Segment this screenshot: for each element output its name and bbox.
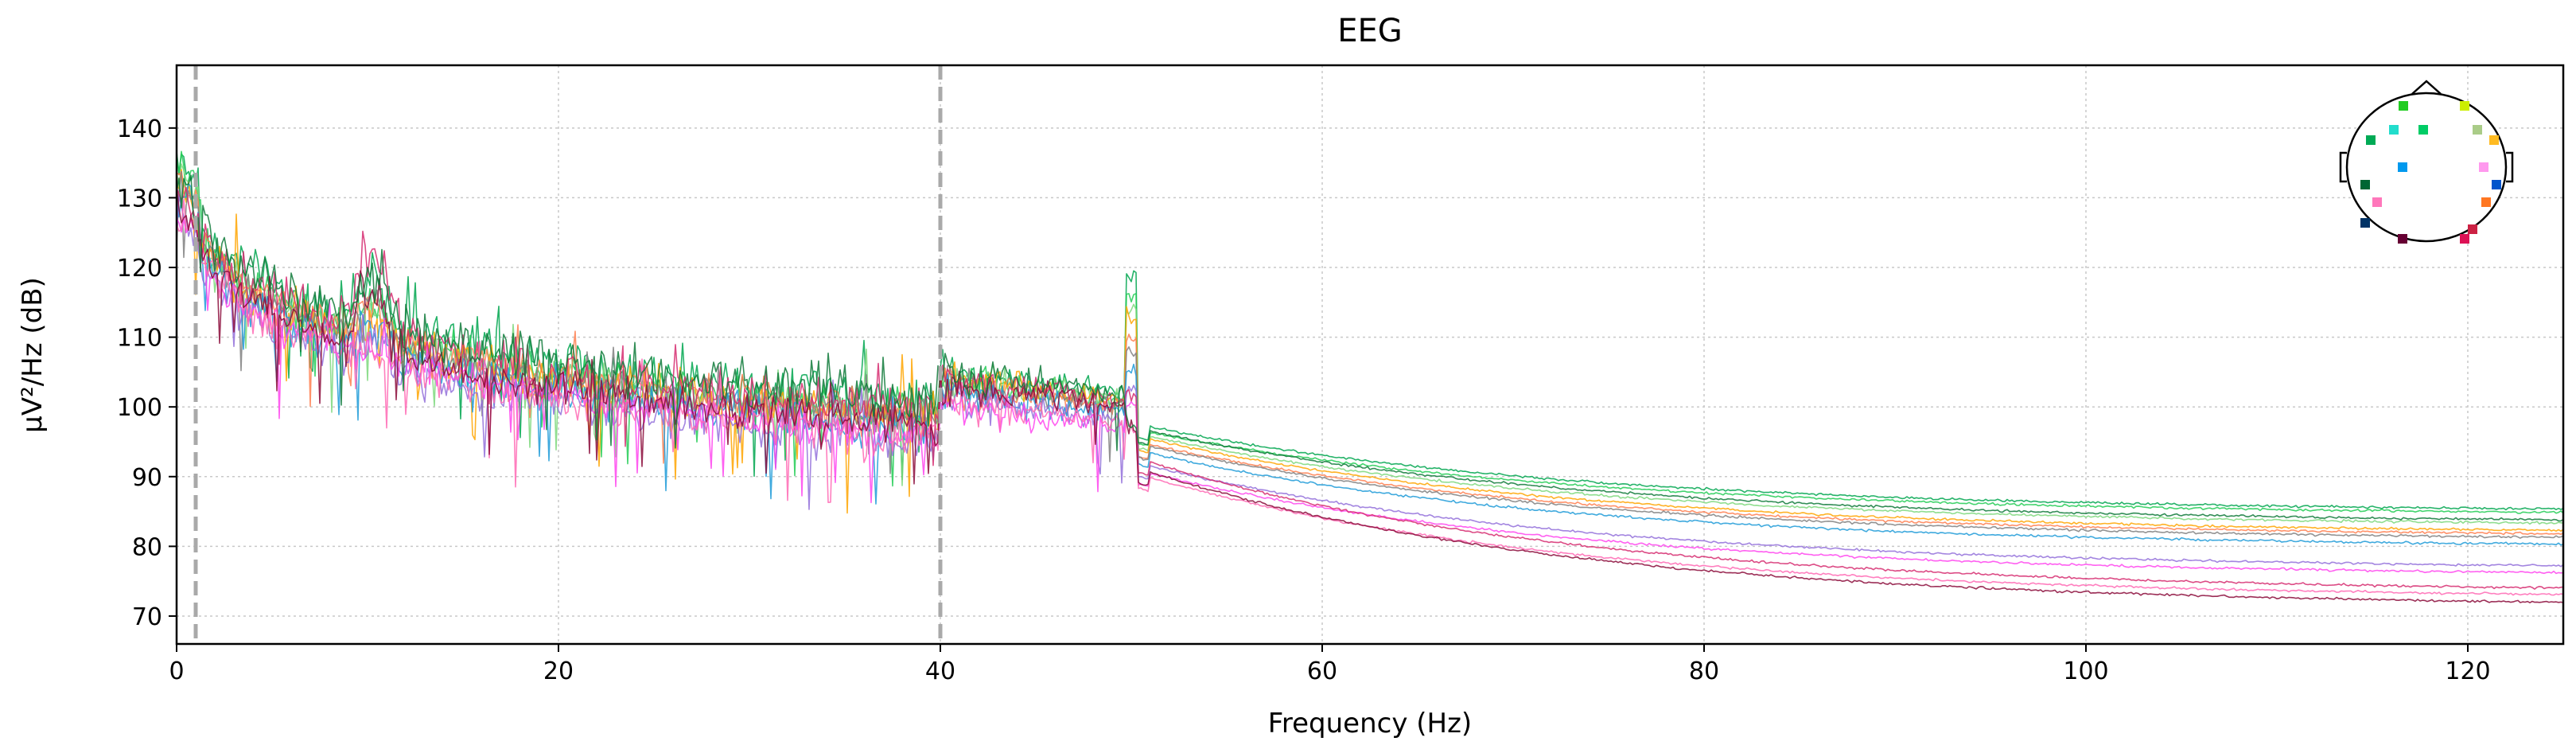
y-tick-label: 130 (117, 185, 162, 213)
x-tick-label: 80 (1689, 657, 1719, 685)
y-tick-label: 120 (117, 255, 162, 283)
sensor-dot (2460, 234, 2469, 244)
sensor-dot (2481, 197, 2491, 207)
series-line-ch6 (177, 170, 2563, 539)
x-axis-label: Frequency (Hz) (1268, 708, 1472, 739)
series-line-ch9 (177, 218, 2563, 575)
series-layer (177, 150, 2563, 603)
x-axis: 0 20 40 60 80 100 120 (169, 644, 2491, 685)
sensor-dot (2489, 135, 2499, 145)
sensor-dot (2372, 197, 2382, 207)
plot-frame (175, 64, 2565, 646)
y-tick-label: 90 (132, 464, 162, 492)
x-tick-label: 40 (925, 657, 955, 685)
y-tick-label: 110 (117, 325, 162, 353)
x-tick-label: 0 (169, 657, 184, 685)
sensor-dot (2360, 180, 2370, 189)
head-sensor-inset (2339, 80, 2514, 244)
grid (176, 65, 2563, 644)
sensor-dot (2473, 125, 2482, 135)
left-ear-outline (2339, 151, 2347, 183)
sensor-dot (2492, 180, 2501, 189)
series-line-ch11 (177, 198, 2563, 596)
series-line-ch5 (177, 171, 2563, 536)
sensor-dot (2360, 218, 2370, 228)
right-ear-outline (2506, 151, 2514, 183)
x-tick-label: 120 (2445, 657, 2490, 685)
x-tick-label: 20 (543, 657, 574, 685)
y-tick-label: 100 (117, 394, 162, 422)
sensor-dot (2389, 125, 2399, 135)
series-line-ch1 (177, 151, 2563, 511)
head-outline (2345, 92, 2508, 243)
x-tick-label: 100 (2063, 657, 2108, 685)
y-tick-label: 140 (117, 115, 162, 143)
y-tick-label: 80 (132, 533, 162, 561)
sensor-dot (2398, 162, 2407, 172)
sensor-dot (2418, 125, 2428, 135)
y-tick-label: 70 (132, 603, 162, 631)
y-axis-label: µV²/Hz (dB) (17, 277, 49, 433)
sensor-dot (2479, 162, 2488, 172)
sensor-dot (2366, 135, 2376, 145)
series-line-ch12 (177, 185, 2563, 603)
series-line-ch13 (177, 174, 2563, 522)
filter-lines (193, 65, 943, 644)
sensor-dot (2399, 101, 2408, 111)
y-axis: 70 80 90 100 110 120 130 140 (117, 115, 177, 631)
series-line-ch8 (177, 194, 2563, 568)
sensor-dot (2468, 224, 2477, 234)
chart-title: EEG (1337, 13, 1403, 49)
series-line-ch2 (177, 150, 2563, 514)
nose-outline (2411, 80, 2442, 95)
sensor-dot (2398, 234, 2407, 244)
x-tick-label: 60 (1307, 657, 1337, 685)
sensor-dot (2460, 101, 2469, 111)
